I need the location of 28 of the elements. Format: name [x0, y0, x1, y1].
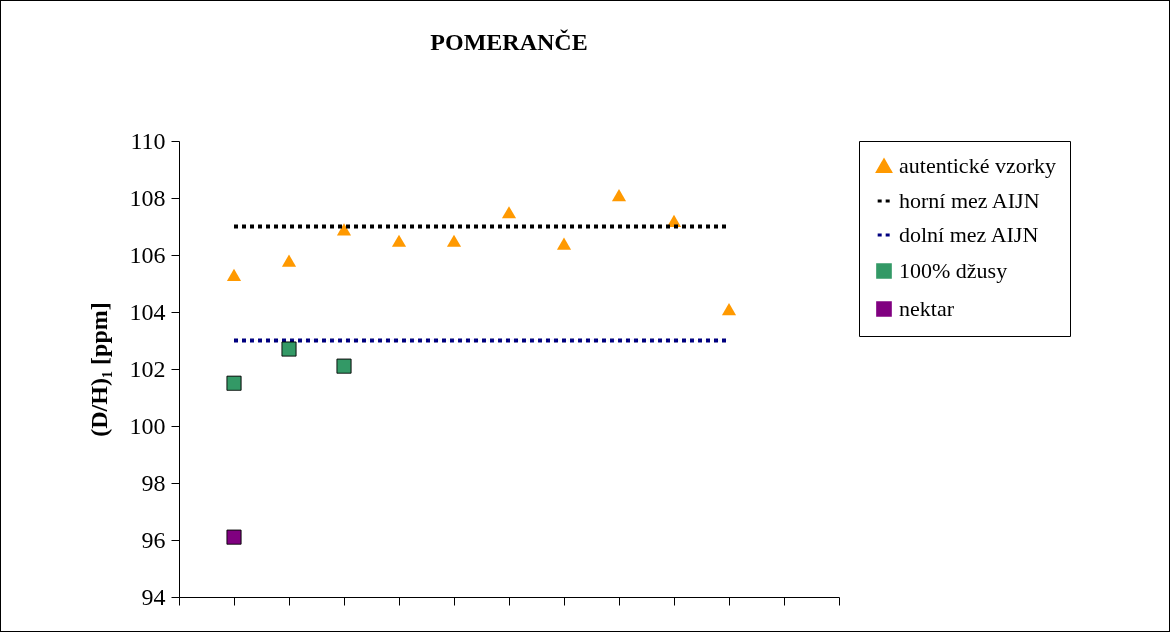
- y-tick-label: 94: [141, 583, 166, 610]
- point: [556, 237, 572, 250]
- point: [226, 529, 242, 545]
- point: [226, 375, 242, 391]
- y-tick-label: 104: [129, 298, 166, 325]
- point: [501, 206, 517, 219]
- y-tick-label: 110: [130, 127, 166, 154]
- legend-label: dolní mez AIJN: [899, 222, 1039, 247]
- legend-label: nektar: [899, 296, 955, 321]
- y-tick-label: 102: [129, 355, 166, 382]
- chart-title: POMERANČE: [430, 29, 588, 55]
- y-tick-label: 96: [141, 526, 166, 553]
- legend-label: 100% džusy: [899, 258, 1008, 283]
- y-tick-label: 100: [129, 412, 166, 439]
- y-tick-label: 108: [129, 184, 166, 211]
- point: [226, 268, 242, 282]
- y-tick-label: 106: [129, 241, 166, 268]
- point: [446, 234, 462, 247]
- legend-label: autentické vzorky: [899, 153, 1056, 178]
- point: [721, 303, 737, 316]
- point: [281, 254, 297, 267]
- point: [391, 234, 407, 247]
- y-axis-title: (D/H)₁ [ppm]: [85, 302, 112, 437]
- point: [336, 358, 352, 374]
- point: [281, 341, 297, 357]
- y-tick-label: 98: [141, 469, 166, 496]
- legend-label: horní mez AIJN: [899, 188, 1040, 213]
- point: [611, 189, 627, 202]
